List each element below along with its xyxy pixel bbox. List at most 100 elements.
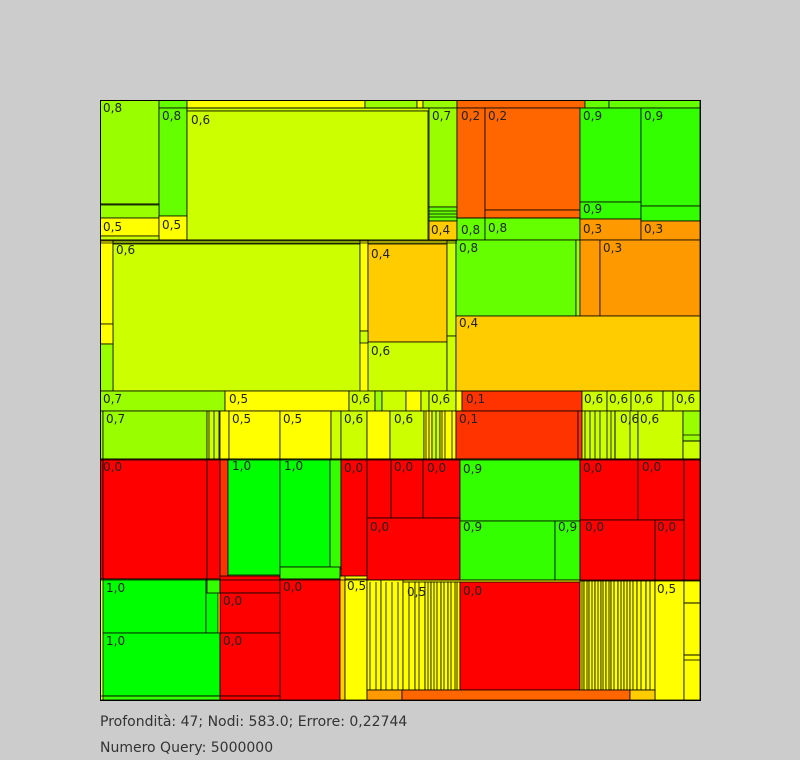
cell-value-label: 0,7: [432, 109, 451, 123]
cell-value-label: 0,6: [351, 392, 370, 406]
tree-cell: [102, 632, 221, 697]
tree-cell: [484, 209, 581, 219]
tree-cell: [447, 581, 461, 691]
tree-cell: [102, 410, 208, 460]
cell-value-label: 0,0: [463, 584, 482, 598]
tree-cell: [583, 580, 590, 691]
tree-cell: [158, 100, 188, 109]
tree-cell: [430, 581, 442, 691]
cell-value-label: 0,0: [283, 580, 302, 594]
tree-cell: [608, 100, 701, 109]
tree-cell: [219, 575, 281, 594]
cell-value-label: 0,0: [223, 634, 242, 648]
tree-cell: [100, 239, 114, 325]
treemap: 0,8 0,8 0,6 0,7 0,2 0,2 0,9 0,9 0,9 0,5 0,5 0,4 0,8 0…: [100, 100, 701, 701]
tree-cell: [416, 100, 424, 109]
cell-value-label: 0,4: [431, 223, 450, 237]
tree-cell: [455, 239, 577, 317]
tree-cell: [219, 410, 230, 460]
cell-value-label: 0,9: [463, 462, 482, 476]
tree-cell: [683, 602, 701, 656]
tree-cell: [401, 689, 631, 701]
tree-cell: [599, 239, 701, 317]
tree-cell: [102, 458, 208, 580]
tree-cell: [100, 235, 160, 241]
cell-value-label: 0,6: [640, 412, 659, 426]
tree-cell: [600, 580, 607, 691]
tree-cell: [100, 100, 160, 205]
cell-value-label: 0,3: [583, 222, 602, 236]
tree-cell: [330, 410, 342, 460]
tree-cell: [440, 581, 449, 691]
cell-value-label: 0,6: [394, 412, 413, 426]
tree-cell: [455, 410, 579, 460]
cell-value-label: 0,0: [583, 461, 602, 475]
tree-cell: [629, 580, 638, 691]
status-query-count: Numero Query: 5000000: [100, 740, 274, 756]
tree-cell: [279, 566, 341, 580]
tree-cell: [581, 410, 616, 460]
tree-cell: [423, 410, 433, 460]
cell-value-label: 0,5: [407, 585, 426, 599]
tree-cell: [100, 323, 114, 345]
cell-value-label: 0,0: [657, 520, 676, 534]
tree-cell: [112, 243, 361, 392]
tree-cell: [158, 107, 188, 217]
cell-value-label: 0,7: [106, 412, 125, 426]
cell-value-label: 0,5: [232, 412, 251, 426]
tree-cell: [359, 239, 369, 332]
cell-value-label: 0,9: [583, 202, 602, 216]
tree-cell: [344, 578, 368, 701]
tree-cell: [629, 689, 656, 701]
tree-cell: [367, 341, 448, 392]
cell-value-label: 0,0: [585, 520, 604, 534]
tree-cell: [366, 517, 461, 581]
tree-cell: [364, 100, 418, 109]
tree-cell: [366, 458, 392, 519]
tree-cell: [579, 458, 639, 521]
tree-cell: [683, 458, 701, 582]
cell-value-label: 0,2: [488, 109, 507, 123]
cell-value-label: 0,8: [459, 241, 478, 255]
tree-cell: [459, 581, 581, 691]
tree-cell: [219, 695, 281, 701]
tree-cell: [456, 107, 486, 219]
tree-cell: [683, 580, 701, 604]
tree-cell: [654, 580, 685, 701]
tree-cell: [637, 458, 685, 521]
tree-cell: [389, 410, 425, 460]
tree-cell: [102, 578, 207, 634]
cell-value-label: 0,8: [103, 101, 122, 115]
cell-value-label: 0,6: [676, 392, 695, 406]
cell-value-label: 0,0: [223, 594, 242, 608]
tree-cell: [579, 239, 601, 317]
treemap-border: [100, 100, 701, 701]
cell-value-label: 0,6: [620, 412, 639, 426]
cell-value-label: 0,9: [463, 520, 482, 534]
tree-cell: [374, 390, 383, 412]
cell-value-label: 0,4: [459, 316, 478, 330]
tree-cell: [584, 100, 610, 109]
cell-value-label: 0,6: [191, 113, 210, 127]
tree-cell: [340, 458, 368, 577]
tree-cell: [206, 458, 221, 580]
tree-cell: [329, 458, 342, 570]
cell-value-label: 0,1: [459, 412, 478, 426]
tree-cell: [359, 330, 369, 344]
tree-cell: [100, 343, 114, 392]
cell-value-label: 0,3: [603, 241, 622, 255]
tree-cell: [645, 580, 656, 691]
status-depth-nodes-error: Profondità: 47; Nodi: 583.0; Errore: 0,2…: [100, 714, 408, 730]
tree-cell: [366, 689, 403, 701]
tree-cell: [682, 440, 701, 460]
cell-value-label: 1,0: [232, 459, 251, 473]
cell-value-label: 0,9: [583, 109, 602, 123]
tree-cell: [206, 578, 221, 594]
cell-value-label: 0,5: [283, 412, 302, 426]
cell-value-label: 0,0: [394, 460, 413, 474]
cell-value-label: 0,2: [461, 109, 480, 123]
cell-value-label: 0,9: [558, 520, 577, 534]
tree-cell: [682, 410, 701, 442]
tree-cell: [279, 458, 331, 568]
tree-cell: [610, 580, 619, 691]
